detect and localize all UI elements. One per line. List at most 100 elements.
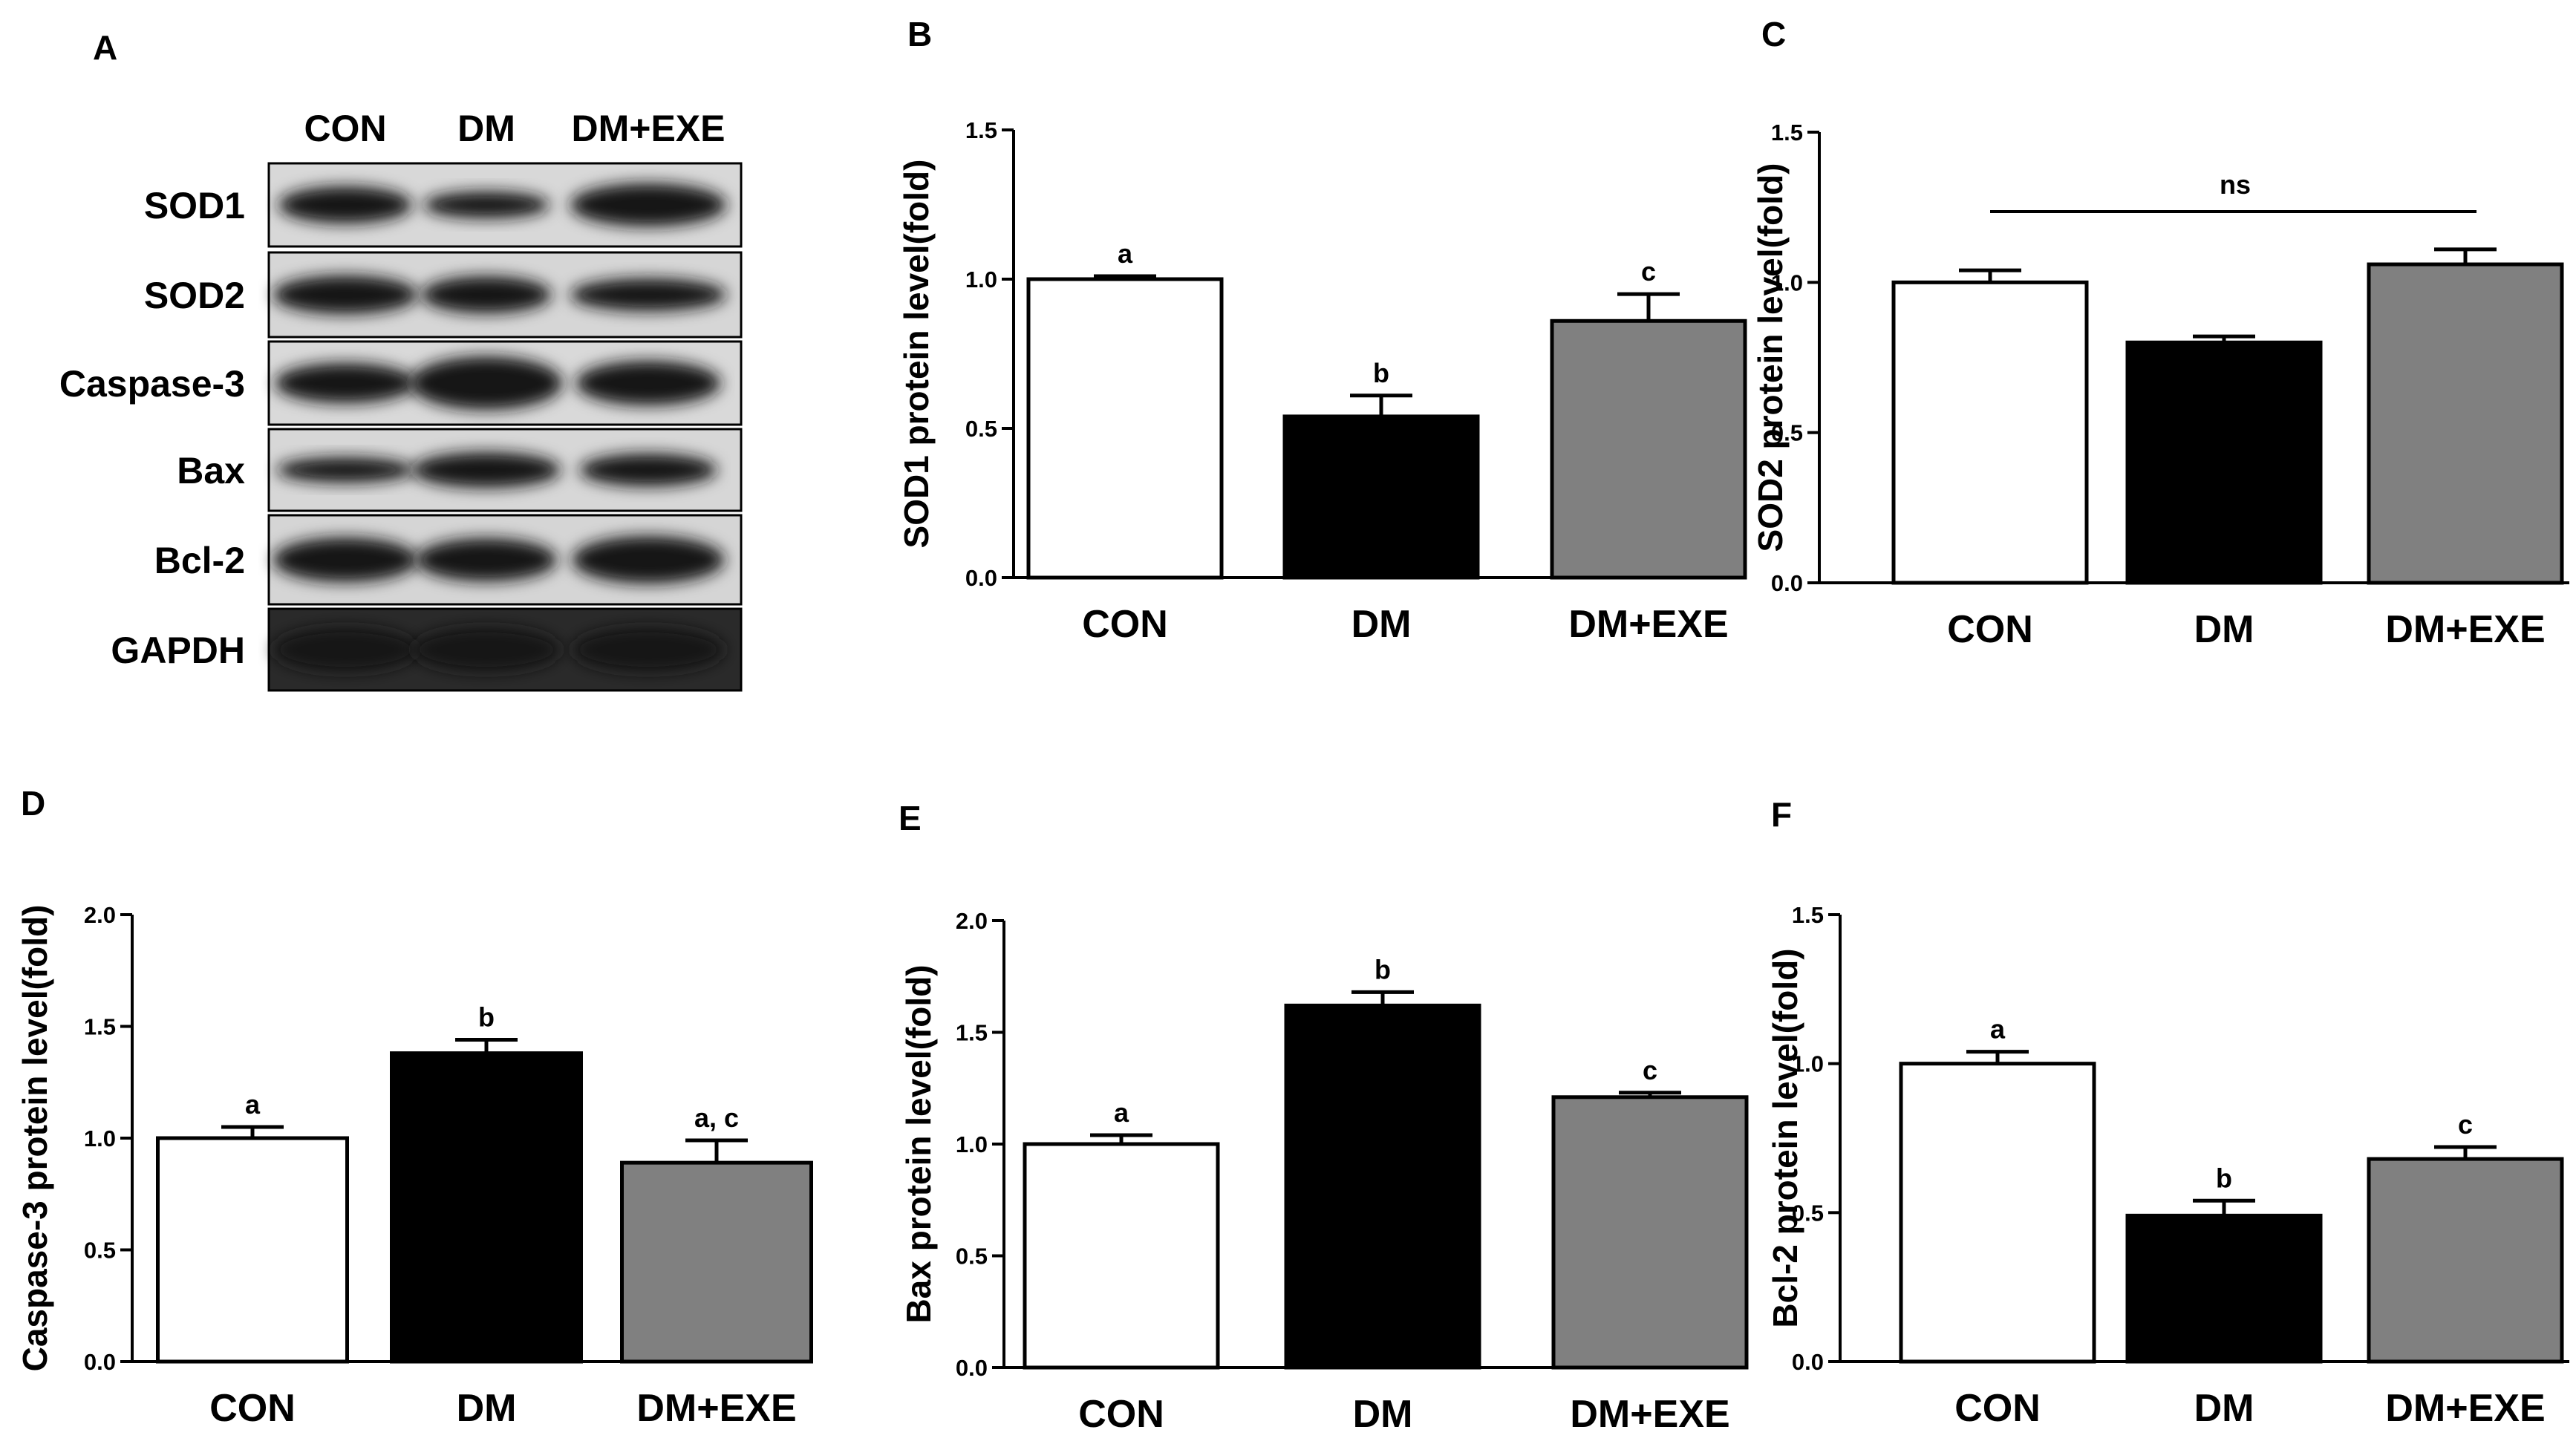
category-label: DM — [2194, 1387, 2254, 1430]
category-label: CON — [1078, 1393, 1164, 1436]
blot-band — [421, 276, 552, 313]
blot-row-label: Bax — [177, 450, 245, 491]
significance-label: a — [245, 1089, 261, 1120]
blot-column-label: CON — [304, 108, 386, 149]
significance-label: a — [1990, 1014, 2006, 1045]
blot-band — [278, 186, 412, 223]
blot-band — [572, 536, 725, 584]
y-axis-label: Caspase-3 protein level(fold) — [16, 905, 54, 1372]
category-label: CON — [1954, 1387, 2041, 1430]
blot-band — [410, 356, 563, 410]
significance-label: a, c — [694, 1102, 739, 1133]
category-label: DM+EXE — [1568, 603, 1728, 646]
blot-row-label: Bcl-2 — [154, 540, 245, 581]
y-tick-label: 0.5 — [956, 1244, 988, 1270]
significance-label: b — [2216, 1163, 2232, 1193]
y-tick-label: 0.5 — [84, 1238, 116, 1264]
panel-letter: D — [21, 784, 45, 823]
bar — [1026, 277, 1224, 580]
bar — [1550, 318, 1747, 580]
blot-band — [572, 627, 725, 672]
y-tick-label: 1.5 — [1792, 902, 1824, 928]
category-label: CON — [1947, 608, 2033, 651]
significance-label: b — [1375, 954, 1391, 984]
y-axis-label: SOD1 protein level(fold) — [897, 160, 936, 549]
panel-letter: C — [1761, 15, 1786, 53]
panel-letter: E — [899, 799, 922, 837]
sod2-bar-chart: C 0.0 0.5 1.0 1.5 SOD2 protein level(fold) CON… — [1751, 15, 2569, 651]
bar — [390, 1051, 583, 1364]
bax-bar-chart: E 0.0 0.5 1.0 1.5 2.0 Bax protein level(fold) a… — [899, 799, 1749, 1436]
sod1-bar-chart: B 0.0 0.5 1.0 1.5 SOD1 protein level(fold) a CO… — [897, 15, 1747, 646]
blot-band — [423, 192, 550, 218]
significance-label: c — [2458, 1109, 2473, 1140]
category-label: DM+EXE — [636, 1387, 796, 1430]
y-tick-label: 1.0 — [956, 1131, 988, 1157]
y-tick-label: 0.5 — [1792, 1200, 1824, 1226]
y-tick-label: 1.5 — [965, 117, 997, 143]
blot-band — [416, 538, 557, 581]
y-tick-label: 1.0 — [84, 1126, 116, 1151]
bar — [2125, 1213, 2323, 1364]
y-tick-label: 1.0 — [965, 267, 997, 293]
category-label: CON — [209, 1387, 296, 1430]
bar — [2367, 262, 2564, 585]
y-tick-label: 1.0 — [1792, 1051, 1824, 1077]
significance-label: b — [1373, 358, 1389, 388]
blot-row-label: SOD1 — [144, 185, 245, 226]
y-tick-label: 0.5 — [1771, 420, 1803, 446]
y-axis-label: Bax protein level(fold) — [899, 964, 938, 1323]
blot-row-label: GAPDH — [111, 630, 245, 671]
blot-band — [412, 452, 561, 488]
comparison-label: ns — [2220, 169, 2251, 200]
panel-letter: B — [907, 15, 932, 53]
blot-band — [273, 275, 418, 314]
blot-band — [275, 363, 416, 403]
significance-label: b — [478, 1002, 495, 1033]
blot-band — [570, 278, 726, 311]
bar — [1282, 414, 1480, 580]
y-tick-label: 2.0 — [956, 908, 988, 934]
y-tick-label: 1.5 — [1771, 120, 1803, 146]
blot-row-label: Caspase-3 — [59, 363, 245, 405]
y-axis-label: SOD2 protein level(fold) — [1751, 163, 1790, 552]
bar — [1284, 1003, 1481, 1370]
significance-label: c — [1643, 1055, 1657, 1085]
blot-band — [570, 183, 726, 226]
y-tick-label: 0.0 — [956, 1355, 988, 1381]
category-label: DM+EXE — [2385, 1387, 2545, 1430]
blot-column-label: DM — [457, 108, 515, 149]
y-axis-label: Bcl-2 protein level(fold) — [1766, 948, 1804, 1327]
category-label: DM — [457, 1387, 517, 1430]
caspase3-bar-chart: D 0.0 0.5 1.0 1.5 2.0 Caspase-3 protein level(… — [16, 784, 813, 1430]
panel-letter-a: A — [93, 28, 117, 67]
bar — [1891, 280, 2089, 585]
y-tick-label: 0.0 — [965, 565, 997, 591]
y-tick-label: 0.0 — [84, 1349, 116, 1375]
category-label: DM — [1351, 603, 1412, 646]
bar — [1551, 1095, 1749, 1370]
blot-row-label: SOD2 — [144, 275, 245, 316]
y-tick-label: 1.5 — [956, 1020, 988, 1046]
bar — [2125, 340, 2323, 585]
category-label: DM — [2194, 608, 2254, 651]
y-tick-label: 0.0 — [1792, 1349, 1824, 1375]
category-label: DM — [1353, 1393, 1413, 1436]
significance-label: a — [1114, 1097, 1129, 1128]
blot-band — [273, 538, 418, 582]
y-tick-label: 0.0 — [1771, 570, 1803, 596]
y-tick-label: 1.5 — [84, 1014, 116, 1040]
bar — [620, 1160, 813, 1364]
category-label: CON — [1082, 603, 1168, 646]
significance-label: c — [1641, 256, 1656, 287]
y-tick-label: 0.5 — [965, 416, 997, 442]
bar — [156, 1136, 349, 1364]
western-blot-panel: A CON DM DM+EXE SOD1 SOD2 Caspase-3 Bax Bcl-… — [59, 28, 743, 692]
bar — [2367, 1157, 2564, 1364]
bcl2-bar-chart: F 0.0 0.5 1.0 1.5 Bcl-2 protein level(fold) a C… — [1766, 795, 2569, 1430]
blot-band — [412, 627, 561, 672]
blot-column-label: DM+EXE — [571, 108, 725, 149]
blot-band — [273, 627, 418, 672]
y-tick-label: 1.0 — [1771, 269, 1803, 295]
